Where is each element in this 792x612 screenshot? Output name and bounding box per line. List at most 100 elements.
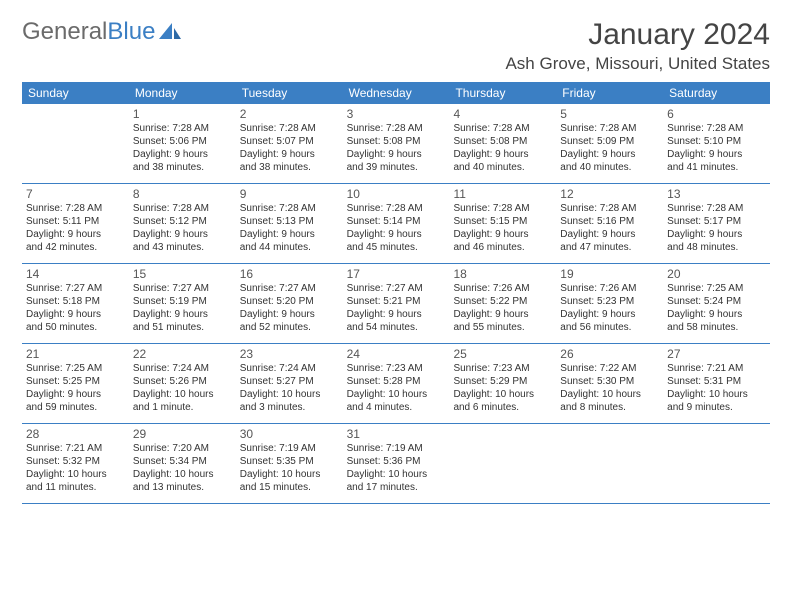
daylight-text: Daylight: 10 hours [560,389,659,402]
sunset-text: Sunset: 5:17 PM [667,216,766,229]
sunrise-text: Sunrise: 7:28 AM [347,123,446,136]
week-row: 28Sunrise: 7:21 AMSunset: 5:32 PMDayligh… [22,424,770,504]
sunset-text: Sunset: 5:12 PM [133,216,232,229]
daylight-text: and 58 minutes. [667,322,766,335]
sunrise-text: Sunrise: 7:22 AM [560,363,659,376]
day-header: Sunday [22,82,129,104]
sunset-text: Sunset: 5:10 PM [667,136,766,149]
day-cell: 20Sunrise: 7:25 AMSunset: 5:24 PMDayligh… [663,264,770,343]
daylight-text: Daylight: 9 hours [347,149,446,162]
daylight-text: Daylight: 9 hours [453,229,552,242]
day-cell: 23Sunrise: 7:24 AMSunset: 5:27 PMDayligh… [236,344,343,423]
sunrise-text: Sunrise: 7:28 AM [133,203,232,216]
day-number: 15 [133,267,232,282]
day-cell: 30Sunrise: 7:19 AMSunset: 5:35 PMDayligh… [236,424,343,503]
sunset-text: Sunset: 5:16 PM [560,216,659,229]
daylight-text: and 6 minutes. [453,402,552,415]
daylight-text: Daylight: 10 hours [240,469,339,482]
day-number: 6 [667,107,766,122]
calendar: SundayMondayTuesdayWednesdayThursdayFrid… [22,82,770,504]
sunrise-text: Sunrise: 7:28 AM [26,203,125,216]
day-cell: 15Sunrise: 7:27 AMSunset: 5:19 PMDayligh… [129,264,236,343]
day-number: 9 [240,187,339,202]
day-cell: 6Sunrise: 7:28 AMSunset: 5:10 PMDaylight… [663,104,770,183]
day-cell: 21Sunrise: 7:25 AMSunset: 5:25 PMDayligh… [22,344,129,423]
day-cell: 24Sunrise: 7:23 AMSunset: 5:28 PMDayligh… [343,344,450,423]
day-cell: 28Sunrise: 7:21 AMSunset: 5:32 PMDayligh… [22,424,129,503]
sunset-text: Sunset: 5:32 PM [26,456,125,469]
sunset-text: Sunset: 5:25 PM [26,376,125,389]
week-row: 14Sunrise: 7:27 AMSunset: 5:18 PMDayligh… [22,264,770,344]
day-header: Friday [556,82,663,104]
sunset-text: Sunset: 5:31 PM [667,376,766,389]
daylight-text: Daylight: 9 hours [667,229,766,242]
daylight-text: Daylight: 9 hours [26,309,125,322]
day-cell: 5Sunrise: 7:28 AMSunset: 5:09 PMDaylight… [556,104,663,183]
sunset-text: Sunset: 5:09 PM [560,136,659,149]
day-cell: 7Sunrise: 7:28 AMSunset: 5:11 PMDaylight… [22,184,129,263]
day-number: 14 [26,267,125,282]
day-number: 29 [133,427,232,442]
sunrise-text: Sunrise: 7:20 AM [133,443,232,456]
day-cell: 18Sunrise: 7:26 AMSunset: 5:22 PMDayligh… [449,264,556,343]
day-number: 16 [240,267,339,282]
day-number: 30 [240,427,339,442]
day-cell [22,104,129,183]
sunset-text: Sunset: 5:07 PM [240,136,339,149]
sunrise-text: Sunrise: 7:21 AM [667,363,766,376]
day-number: 25 [453,347,552,362]
daylight-text: and 38 minutes. [240,162,339,175]
daylight-text: Daylight: 9 hours [560,229,659,242]
week-row: 1Sunrise: 7:28 AMSunset: 5:06 PMDaylight… [22,104,770,184]
day-cell: 1Sunrise: 7:28 AMSunset: 5:06 PMDaylight… [129,104,236,183]
daylight-text: Daylight: 9 hours [667,309,766,322]
sunrise-text: Sunrise: 7:21 AM [26,443,125,456]
daylight-text: and 54 minutes. [347,322,446,335]
sunset-text: Sunset: 5:19 PM [133,296,232,309]
brand-logo: GeneralBlue [22,18,181,46]
day-header-row: SundayMondayTuesdayWednesdayThursdayFrid… [22,82,770,104]
sunset-text: Sunset: 5:26 PM [133,376,232,389]
day-cell: 3Sunrise: 7:28 AMSunset: 5:08 PMDaylight… [343,104,450,183]
week-row: 21Sunrise: 7:25 AMSunset: 5:25 PMDayligh… [22,344,770,424]
sunset-text: Sunset: 5:11 PM [26,216,125,229]
sunset-text: Sunset: 5:20 PM [240,296,339,309]
sunset-text: Sunset: 5:35 PM [240,456,339,469]
day-number: 7 [26,187,125,202]
daylight-text: Daylight: 10 hours [133,469,232,482]
daylight-text: and 40 minutes. [453,162,552,175]
sunrise-text: Sunrise: 7:28 AM [240,203,339,216]
daylight-text: and 13 minutes. [133,482,232,495]
daylight-text: Daylight: 9 hours [240,229,339,242]
daylight-text: Daylight: 10 hours [453,389,552,402]
day-cell: 8Sunrise: 7:28 AMSunset: 5:12 PMDaylight… [129,184,236,263]
sunset-text: Sunset: 5:29 PM [453,376,552,389]
day-cell [449,424,556,503]
daylight-text: Daylight: 9 hours [560,149,659,162]
sunrise-text: Sunrise: 7:25 AM [667,283,766,296]
sunrise-text: Sunrise: 7:19 AM [347,443,446,456]
daylight-text: Daylight: 10 hours [347,389,446,402]
day-number: 20 [667,267,766,282]
day-cell: 27Sunrise: 7:21 AMSunset: 5:31 PMDayligh… [663,344,770,423]
daylight-text: and 59 minutes. [26,402,125,415]
sunrise-text: Sunrise: 7:27 AM [240,283,339,296]
day-number: 13 [667,187,766,202]
day-header: Saturday [663,82,770,104]
daylight-text: and 40 minutes. [560,162,659,175]
sunrise-text: Sunrise: 7:28 AM [667,203,766,216]
daylight-text: Daylight: 9 hours [453,149,552,162]
daylight-text: and 52 minutes. [240,322,339,335]
day-cell: 11Sunrise: 7:28 AMSunset: 5:15 PMDayligh… [449,184,556,263]
daylight-text: and 46 minutes. [453,242,552,255]
day-number: 23 [240,347,339,362]
sunrise-text: Sunrise: 7:28 AM [560,203,659,216]
sunrise-text: Sunrise: 7:28 AM [133,123,232,136]
sunset-text: Sunset: 5:14 PM [347,216,446,229]
day-number: 10 [347,187,446,202]
header: GeneralBlue January 2024 Ash Grove, Miss… [22,18,770,74]
daylight-text: Daylight: 9 hours [347,309,446,322]
daylight-text: and 4 minutes. [347,402,446,415]
daylight-text: Daylight: 9 hours [240,309,339,322]
daylight-text: Daylight: 9 hours [26,389,125,402]
